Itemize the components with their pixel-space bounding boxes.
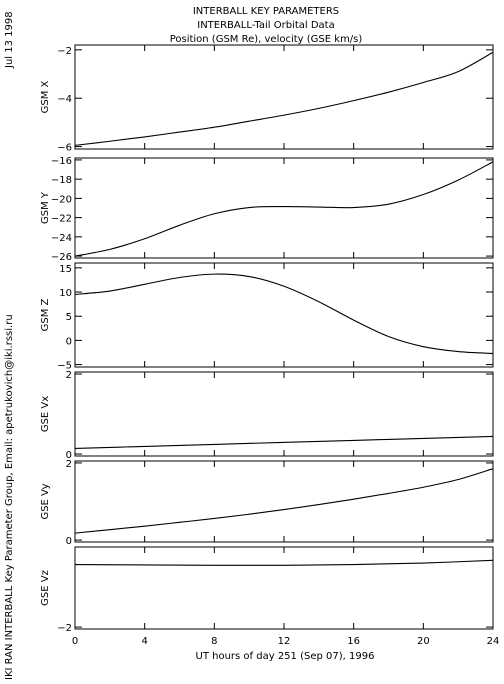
y-axis-label-gse-vx: GSE Vx	[40, 396, 51, 432]
y-tick-label-gsm-y: −18	[51, 175, 72, 186]
x-tick-label: 12	[278, 636, 291, 647]
header-description: Position (GSM Re), velocity (GSE km/s)	[170, 34, 363, 45]
x-tick-label: 4	[141, 636, 147, 647]
y-axis-label-gsm-y: GSM Y	[40, 191, 51, 224]
side-date: Jul 13 1998	[4, 11, 15, 69]
panel-frame-gsm-z	[74, 262, 494, 368]
panel-frame-gsm-x	[74, 44, 494, 150]
y-tick-label-gse-vx: 0	[66, 450, 72, 461]
y-axis-label-gse-vy: GSE Vy	[40, 483, 51, 519]
y-tick-label-gse-vx: 2	[66, 370, 72, 381]
y-tick-label-gsm-x: −6	[57, 143, 72, 154]
panel-frame-gse-vx	[74, 371, 494, 457]
series-line-gse-vy	[74, 468, 494, 534]
y-tick-label-gse-vy: 0	[66, 536, 72, 547]
y-tick-label-gsm-z: 10	[59, 288, 72, 299]
y-tick-label-gsm-y: −20	[51, 194, 72, 205]
y-tick-label-gsm-x: −2	[57, 46, 72, 57]
y-tick-label-gsm-z: 5	[66, 312, 72, 323]
x-axis: 0 4 8 12 16 20 24	[72, 636, 500, 647]
series-line-gse-vz	[74, 559, 494, 566]
x-axis-label: UT hours of day 251 (Sep 07), 1996	[196, 651, 375, 662]
panel-frame-gse-vy	[74, 460, 494, 543]
y-tick-label-gsm-y: −24	[51, 233, 72, 244]
y-tick-label-gsm-y: −16	[51, 156, 72, 167]
x-tick-label: 0	[72, 636, 78, 647]
x-tick-label: 24	[487, 636, 500, 647]
y-axis-label-gse-vz: GSE Vz	[40, 570, 51, 606]
x-tick-label: 16	[347, 636, 360, 647]
y-tick-label-gse-vy: 2	[66, 459, 72, 470]
side-credit: IKI RAN INTERBALL Key Parameter Group, E…	[4, 314, 15, 680]
panel-frame-gsm-y	[74, 157, 494, 259]
panel-frame-gse-vz	[74, 546, 494, 630]
y-tick-label-gsm-y: −22	[51, 214, 72, 225]
x-tick-label: 20	[417, 636, 430, 647]
y-tick-label-gsm-z: 0	[66, 336, 72, 347]
header-subtitle: INTERBALL-Tail Orbital Data	[197, 20, 334, 31]
series-line-gse-vx	[74, 435, 494, 449]
y-tick-label-gsm-z: 15	[59, 264, 72, 275]
series-line-gsm-y	[74, 161, 494, 257]
y-axis-label-gsm-x: GSM X	[40, 80, 51, 113]
y-axis-label-gsm-z: GSM Z	[40, 298, 51, 331]
header-title: INTERBALL KEY PARAMETERS	[193, 6, 339, 17]
y-tick-label-gsm-x: −4	[57, 94, 72, 105]
series-line-gsm-z	[74, 273, 494, 355]
y-tick-label-gse-vz: −2	[57, 623, 72, 634]
x-tick-label: 8	[211, 636, 217, 647]
y-tick-label-gsm-z: −5	[57, 361, 72, 372]
series-line-gsm-x	[74, 51, 494, 146]
y-tick-label-gsm-y: −26	[51, 252, 72, 263]
